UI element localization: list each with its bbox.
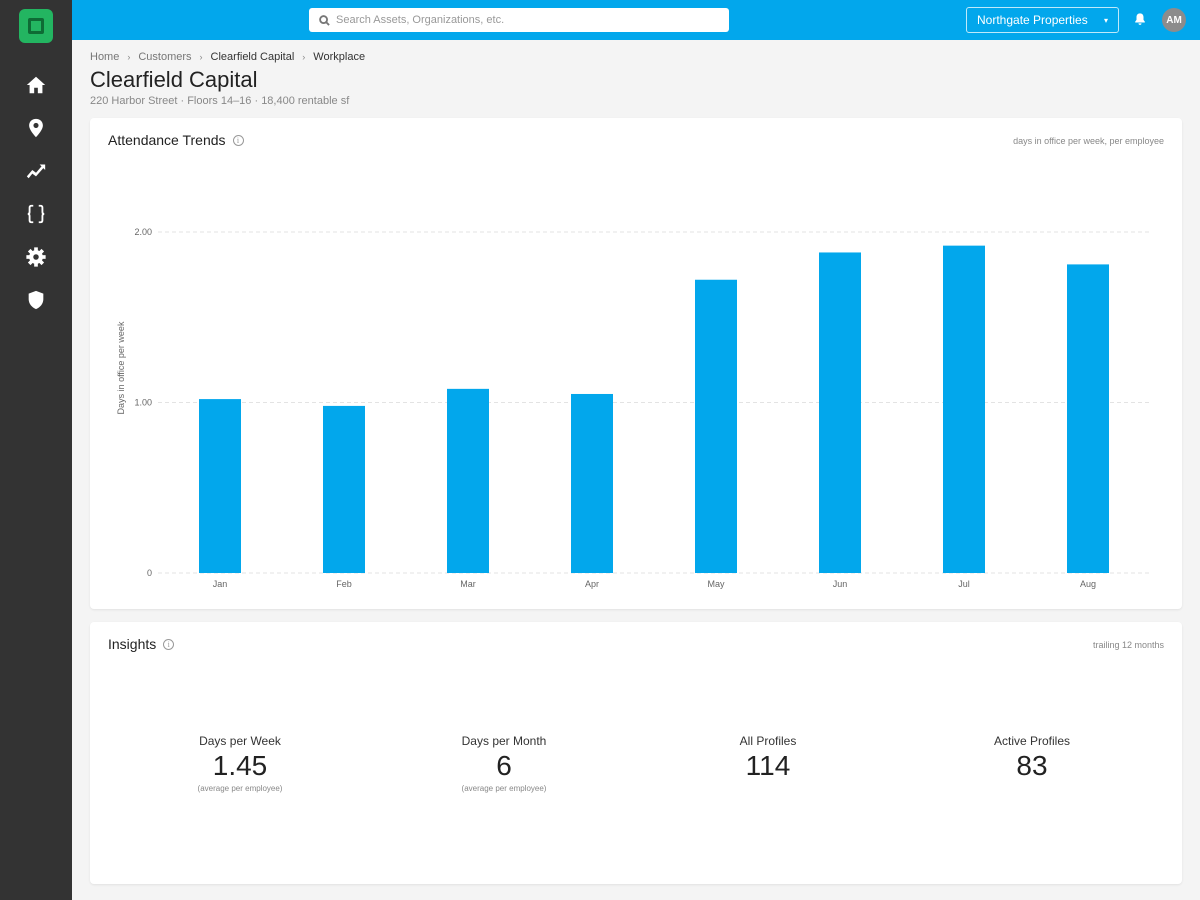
organization-selector-label: Northgate Properties bbox=[977, 13, 1088, 27]
attendance-trends-note: days in office per week, per employee bbox=[1013, 136, 1164, 146]
bar-jul bbox=[943, 245, 985, 573]
stat-label: Active Profiles bbox=[993, 734, 1071, 748]
nav-locations[interactable] bbox=[20, 112, 52, 144]
attendance-trends-card: Attendance Trends i days in office per w… bbox=[90, 118, 1182, 609]
bar-feb bbox=[323, 405, 365, 573]
nav-integrations[interactable] bbox=[20, 198, 52, 230]
bar-mar bbox=[447, 388, 489, 573]
page-title: Clearfield Capital bbox=[90, 67, 258, 92]
shield-icon bbox=[28, 290, 44, 310]
x-tick-label: Mar bbox=[460, 579, 476, 589]
y-tick-label: 0 bbox=[147, 568, 152, 578]
bar-jun bbox=[819, 252, 861, 573]
gear-icon bbox=[26, 247, 46, 267]
y-tick-label: 2.00 bbox=[134, 227, 152, 237]
breadcrumb-customers[interactable]: Customers bbox=[138, 51, 192, 63]
home-icon bbox=[26, 76, 46, 94]
stat-value: 6 bbox=[496, 750, 512, 781]
breadcrumb-current: Workplace bbox=[313, 51, 366, 63]
trend-icon bbox=[26, 164, 46, 179]
nav-trends[interactable] bbox=[20, 154, 52, 186]
page-subtitle: 220 Harbor Street · Floors 14–16 · 18,40… bbox=[90, 95, 350, 107]
organization-selector[interactable]: Northgate Properties ▾ bbox=[966, 7, 1119, 33]
stat-label: All Profiles bbox=[739, 734, 797, 748]
stat-value: 114 bbox=[745, 750, 791, 781]
x-tick-label: Apr bbox=[585, 579, 599, 589]
x-tick-label: Jul bbox=[958, 579, 970, 589]
stat-value: 83 bbox=[1016, 750, 1048, 781]
chevron-right-icon: › bbox=[199, 52, 203, 62]
top-bar: Northgate Properties ▾ AM bbox=[72, 0, 1200, 40]
stat-label: Days per Month bbox=[461, 734, 547, 748]
y-axis-title: Days in office per week bbox=[116, 321, 126, 414]
chevron-down-icon: ▾ bbox=[1103, 15, 1108, 25]
y-tick-label: 1.00 bbox=[134, 398, 152, 408]
bell-icon bbox=[1135, 13, 1145, 25]
stat-value: 1.45 bbox=[212, 750, 268, 781]
attendance-bar-chart: 0 1.00 2.00 Days in office per week Jan Feb Ma… bbox=[116, 227, 1150, 589]
breadcrumb: Home › Customers › Clearfield Capital › … bbox=[90, 51, 365, 63]
stat-days-per-week: Days per Week 1.45 (average per employee… bbox=[140, 734, 340, 793]
x-tick-label: Jun bbox=[833, 579, 848, 589]
search-icon bbox=[319, 14, 330, 26]
chevron-right-icon: › bbox=[302, 52, 306, 62]
user-avatar[interactable]: AM bbox=[1162, 8, 1186, 32]
insights-card: Insights i trailing 12 months Days per W… bbox=[90, 622, 1182, 884]
x-tick-label: Aug bbox=[1080, 579, 1096, 589]
bar-may bbox=[695, 279, 737, 573]
notifications-button[interactable] bbox=[1133, 12, 1149, 28]
breadcrumb-customer[interactable]: Clearfield Capital bbox=[210, 51, 295, 63]
nav-home[interactable] bbox=[20, 69, 52, 101]
insights-header: Insights i bbox=[108, 636, 175, 652]
stat-label: Days per Week bbox=[199, 734, 281, 748]
bar-apr bbox=[571, 393, 613, 573]
stat-note: (average per employee) bbox=[461, 784, 547, 793]
attendance-trends-header: Attendance Trends i bbox=[108, 132, 244, 148]
stat-active-profiles: Active Profiles 83 bbox=[932, 734, 1132, 784]
x-tick-label: Feb bbox=[336, 579, 352, 589]
insights-note: trailing 12 months bbox=[1092, 640, 1164, 650]
app-logo[interactable] bbox=[19, 9, 53, 43]
bar-aug bbox=[1067, 264, 1109, 573]
chevron-right-icon: › bbox=[127, 52, 131, 62]
stat-note: (average per employee) bbox=[197, 784, 283, 793]
sidebar bbox=[0, 0, 72, 900]
nav-security[interactable] bbox=[20, 284, 52, 316]
search-input[interactable] bbox=[336, 14, 716, 26]
attendance-trends-title: Attendance Trends bbox=[108, 132, 226, 148]
info-icon[interactable]: i bbox=[232, 134, 244, 146]
braces-icon bbox=[27, 204, 45, 224]
search-box[interactable] bbox=[309, 8, 729, 32]
x-tick-label: May bbox=[707, 579, 725, 589]
info-icon[interactable]: i bbox=[163, 638, 175, 650]
location-pin-icon bbox=[29, 118, 43, 138]
stat-days-per-month: Days per Month 6 (average per employee) bbox=[404, 734, 604, 793]
bar-jan bbox=[199, 399, 241, 573]
insights-title: Insights bbox=[108, 636, 157, 652]
nav-settings[interactable] bbox=[20, 241, 52, 273]
x-tick-label: Jan bbox=[213, 579, 228, 589]
breadcrumb-home[interactable]: Home bbox=[90, 51, 120, 63]
stat-all-profiles: All Profiles 114 bbox=[668, 734, 868, 784]
